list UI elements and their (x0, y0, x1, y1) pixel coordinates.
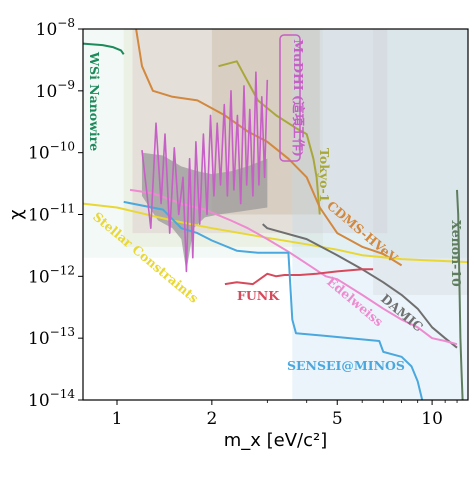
excluded-region-1 (83, 29, 468, 258)
excluded-regions (83, 29, 468, 400)
label-funk: FUNK (237, 288, 280, 303)
y-tick-label-7: 10−14 (28, 387, 75, 411)
series-line-5 (456, 189, 464, 401)
y-tick-label-6: 10−13 (28, 325, 75, 349)
y-tick-label-1: 10−8 (36, 16, 75, 40)
series-line-1 (82, 42, 125, 55)
y-axis-ticks: 10−8 10−9 10−10 10−11 10−12 10−13 10−14 (28, 16, 83, 411)
series-line-9 (123, 200, 424, 401)
label-wsi: WSi Nanowire (87, 51, 102, 151)
excluded-region-6 (292, 29, 468, 400)
series-line-4 (82, 202, 469, 264)
series-line-10 (141, 71, 269, 273)
mudhi-uncertainty-band (141, 152, 268, 272)
mudhi-label-box (279, 34, 301, 162)
excluded-region-5 (373, 29, 468, 295)
mudhi-gray-band (141, 152, 268, 272)
label-tokyo: Tokyo-1 (317, 148, 332, 202)
x-axis-ticks: 1 2 5 10 (112, 400, 458, 429)
series-line-8 (224, 268, 374, 286)
x-tick-label-2: 2 (206, 409, 217, 429)
constraint-curves (82, 28, 469, 401)
x-axis-title: m_x [eV/c²] (224, 430, 328, 451)
series-line-3 (135, 28, 403, 267)
series-line-6 (262, 223, 458, 349)
label-xenon: Xenon-10 (449, 220, 464, 287)
series-line-2 (218, 60, 321, 215)
y-tick-label-3: 10−10 (28, 140, 75, 164)
x-tick-label-3: 5 (332, 409, 343, 429)
y-tick-label-5: 10−12 (28, 263, 75, 287)
y-axis-title: χ (6, 209, 27, 219)
y-tick-label-4: 10−11 (28, 202, 75, 226)
label-mudhi: MuDHI (這項工作) (291, 39, 306, 157)
x-tick-label-1: 1 (112, 409, 123, 429)
x-tick-label-4: 10 (421, 409, 443, 429)
y-tick-label-2: 10−9 (36, 78, 75, 102)
label-sensei: SENSEI@MINOS (287, 358, 405, 373)
